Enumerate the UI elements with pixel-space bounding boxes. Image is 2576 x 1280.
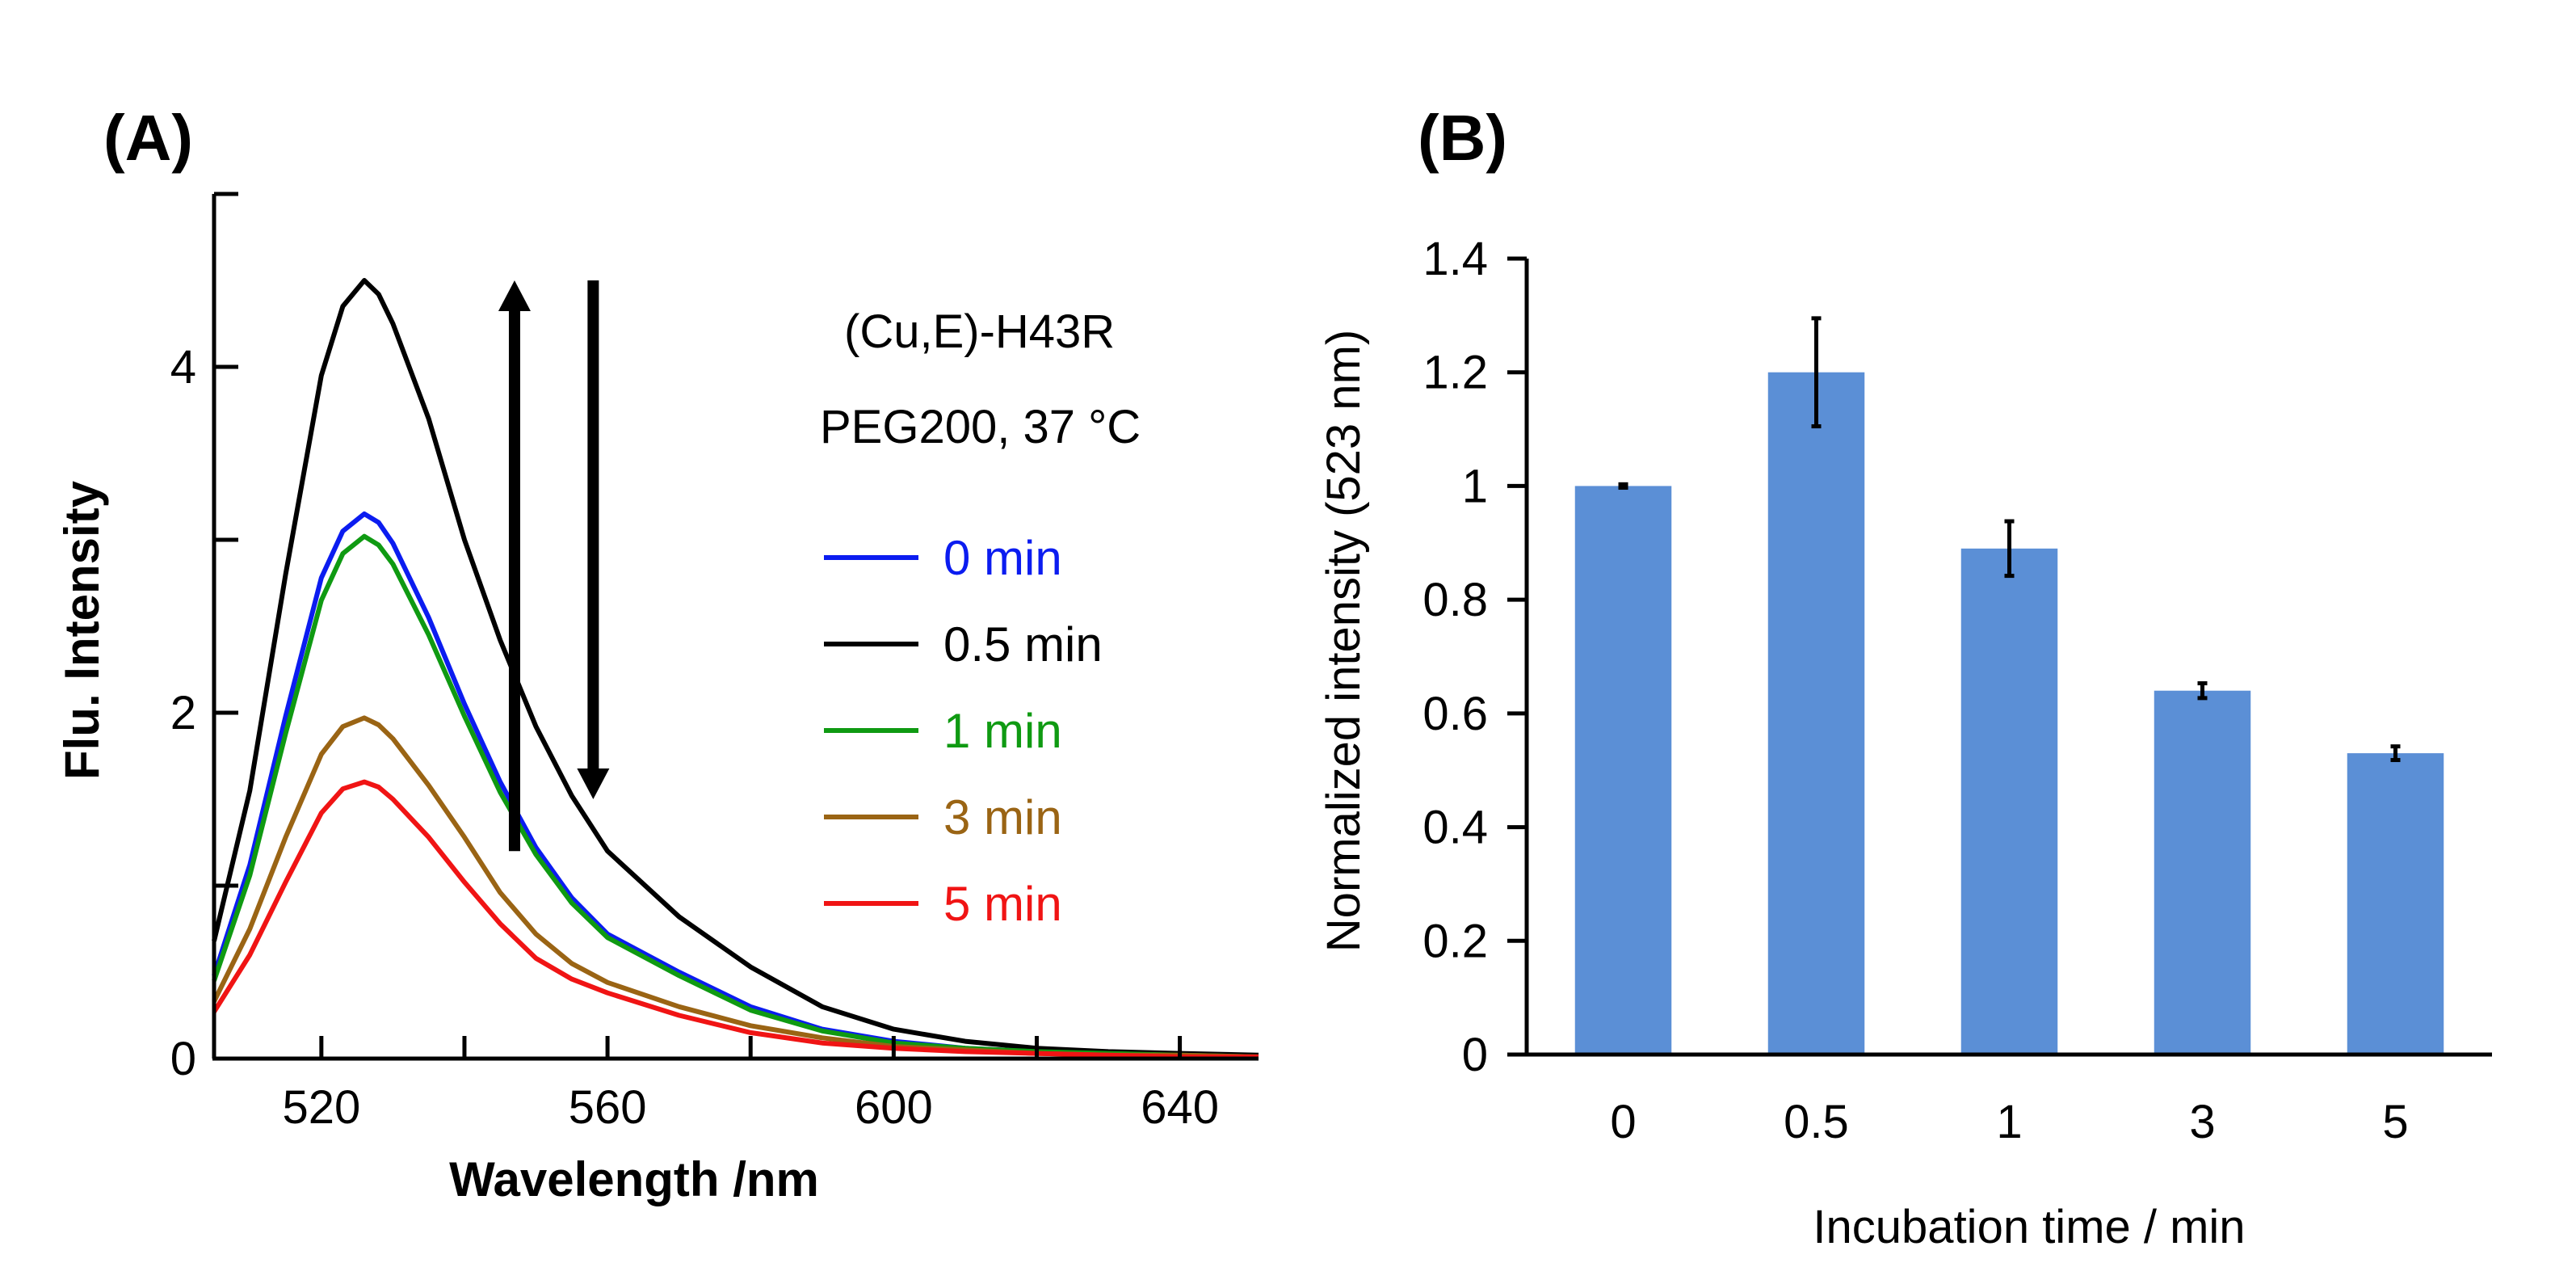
panel-b-x-axis-label: Incubation time / min: [1813, 1201, 2245, 1253]
arrow-up-head: [498, 280, 531, 311]
panel-b-y-tick-label: 0: [1462, 1029, 1488, 1081]
legend-label-2: 1 min: [943, 704, 1062, 758]
panel-b-x-tick-label: 5: [2382, 1096, 2408, 1148]
panel-b-y-tick-label: 0.6: [1422, 688, 1488, 740]
panel-b-x-tick-label: 3: [2189, 1096, 2215, 1148]
spectrum-line-3: [212, 715, 1259, 1059]
panel-a-curves: [212, 278, 1259, 1059]
panel-b-y-tick-label: 0.2: [1422, 915, 1488, 967]
bar-0: [1574, 486, 1672, 1055]
panel-a-axes: [212, 194, 1259, 1061]
panel-b-x-tick-label: 1: [1996, 1096, 2022, 1148]
panel-b-y-tick-label: 1.4: [1422, 233, 1488, 285]
panel-b-ticks: 0 0.5 1 3 5 0 0.2 0.4 0.6 0.8 1 1.2 1.4: [1422, 233, 2408, 1148]
panel-b-y-tick-label: 1: [1462, 460, 1488, 512]
legend-label-3: 3 min: [943, 790, 1062, 844]
panel-b-y-tick-label: 1.2: [1422, 347, 1488, 399]
panel-a-y-tick-label: 2: [170, 687, 196, 739]
panel-b-label: (B): [1418, 102, 1507, 174]
legend-label-4: 5 min: [943, 877, 1062, 931]
bar-2: [1960, 548, 2058, 1055]
panel-b: (B) 0 0.5 1 3 5 0 0.2 0.4 0.6 0.8 1 1.2 1.4 Incubati…: [1317, 102, 2492, 1253]
panel-b-y-axis-label: Normalized intensity (523 nm): [1317, 330, 1370, 952]
panel-b-error-bars: [1618, 316, 2401, 763]
panel-b-x-tick-label: 0: [1610, 1096, 1636, 1148]
panel-a-y-tick-label: 4: [170, 341, 196, 394]
panel-a-x-axis-label: Wavelength /nm: [449, 1152, 819, 1206]
panel-b-x-tick-label: 0.5: [1784, 1096, 1849, 1148]
spectrum-line-1: [212, 278, 1259, 1058]
spectrum-line-4: [212, 779, 1259, 1059]
bar-1: [1767, 372, 1865, 1055]
panel-b-axes: [1524, 259, 2492, 1057]
panel-a-x-tick-label: 640: [1141, 1081, 1219, 1134]
panel-a-ticks: 520 560 600 640 0 2 4: [170, 192, 1219, 1134]
spectrum-line-2: [212, 533, 1259, 1059]
bar-4: [2347, 753, 2444, 1055]
bar-3: [2154, 690, 2251, 1055]
panel-a-label: (A): [103, 102, 193, 174]
panel-a-y-axis-label: Flu. Intensity: [55, 480, 109, 780]
panel-a-annotation-sample: (Cu,E)-H43R: [844, 305, 1115, 358]
panel-a-legend: 0 min 0.5 min 1 min 3 min 5 min: [824, 531, 1103, 931]
panel-a-annotation-condition: PEG200, 37 °C: [820, 401, 1141, 453]
panel-a-x-tick-label: 560: [569, 1081, 647, 1134]
panel-a-y-tick-label: 0: [170, 1033, 196, 1085]
legend-label-0: 0 min: [943, 531, 1062, 585]
panel-a-arrows: [498, 280, 610, 852]
panel-b-y-tick-label: 0.8: [1422, 574, 1488, 626]
legend-label-1: 0.5 min: [943, 617, 1103, 672]
panel-a: (A) 520 560 600 640 0 2 4 (Cu,E)-H43R PEG200, …: [55, 102, 1259, 1206]
arrow-down-head: [577, 768, 610, 799]
panel-b-bars: [1574, 372, 2444, 1055]
panel-a-x-tick-label: 600: [855, 1081, 933, 1134]
panel-b-y-tick-label: 0.4: [1422, 802, 1488, 854]
panel-a-x-tick-label: 520: [282, 1081, 360, 1134]
